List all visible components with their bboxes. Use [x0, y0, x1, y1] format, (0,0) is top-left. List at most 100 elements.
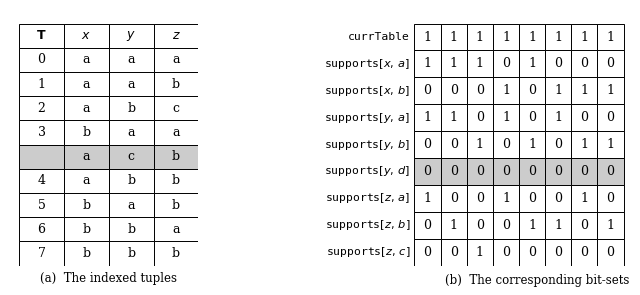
- Text: 0: 0: [528, 245, 536, 258]
- Bar: [64, 169, 109, 193]
- Text: 1: 1: [554, 111, 562, 124]
- Text: 5: 5: [38, 199, 45, 212]
- Bar: [64, 145, 109, 169]
- Bar: [109, 120, 154, 145]
- Text: 0: 0: [502, 58, 510, 71]
- Bar: [19, 24, 64, 48]
- Bar: [64, 24, 109, 48]
- Text: 7: 7: [38, 247, 45, 260]
- Bar: [597, 158, 623, 185]
- Bar: [519, 77, 545, 104]
- Bar: [467, 24, 493, 50]
- Text: 1: 1: [38, 78, 45, 91]
- Bar: [493, 24, 519, 50]
- Text: $\mathtt{supports}[y,\,a]$: $\mathtt{supports}[y,\,a]$: [324, 111, 410, 125]
- Text: 1: 1: [502, 192, 510, 205]
- Text: 0: 0: [607, 165, 614, 178]
- Bar: [519, 212, 545, 239]
- Text: $\mathtt{supports}[z,\,b]$: $\mathtt{supports}[z,\,b]$: [324, 218, 410, 232]
- Text: 1: 1: [580, 31, 588, 44]
- Bar: [440, 239, 467, 266]
- Bar: [467, 131, 493, 158]
- Text: $\mathbf{T}$: $\mathbf{T}$: [36, 29, 47, 42]
- Bar: [572, 131, 597, 158]
- Text: 0: 0: [528, 111, 536, 124]
- Bar: [415, 24, 440, 50]
- Text: 1: 1: [424, 192, 431, 205]
- Text: b: b: [172, 247, 180, 260]
- Bar: [545, 50, 572, 77]
- Bar: [572, 77, 597, 104]
- Text: 1: 1: [450, 219, 458, 232]
- Bar: [415, 50, 440, 77]
- Text: $\mathtt{supports}[x,\,a]$: $\mathtt{supports}[x,\,a]$: [324, 57, 410, 71]
- Bar: [545, 24, 572, 50]
- Bar: [415, 131, 440, 158]
- Bar: [19, 145, 64, 169]
- Bar: [545, 239, 572, 266]
- Text: 1: 1: [476, 58, 484, 71]
- Text: 6: 6: [38, 223, 45, 236]
- Bar: [519, 50, 545, 77]
- Text: 0: 0: [424, 165, 431, 178]
- Bar: [154, 96, 198, 120]
- Bar: [19, 241, 64, 266]
- Text: 0: 0: [607, 192, 614, 205]
- Text: a: a: [172, 53, 180, 66]
- Text: 0: 0: [450, 192, 458, 205]
- Text: 0: 0: [476, 219, 484, 232]
- Bar: [109, 145, 154, 169]
- Bar: [545, 185, 572, 212]
- Bar: [519, 158, 545, 185]
- Text: 0: 0: [476, 192, 484, 205]
- Text: b: b: [83, 199, 90, 212]
- Bar: [109, 48, 154, 72]
- Bar: [64, 217, 109, 241]
- Text: 0: 0: [554, 138, 562, 151]
- Text: 1: 1: [502, 111, 510, 124]
- Bar: [597, 239, 623, 266]
- Text: 1: 1: [450, 58, 458, 71]
- Text: 0: 0: [580, 245, 588, 258]
- Bar: [64, 48, 109, 72]
- Bar: [154, 145, 198, 169]
- Bar: [572, 239, 597, 266]
- Bar: [19, 48, 64, 72]
- Text: 4: 4: [38, 174, 45, 187]
- Bar: [493, 212, 519, 239]
- Bar: [415, 158, 440, 185]
- Text: 0: 0: [424, 245, 431, 258]
- Text: 0: 0: [502, 165, 510, 178]
- Text: 1: 1: [607, 219, 614, 232]
- Text: a: a: [127, 126, 135, 139]
- Text: 0: 0: [607, 245, 614, 258]
- Bar: [545, 104, 572, 131]
- Text: 0: 0: [528, 84, 536, 97]
- Bar: [467, 50, 493, 77]
- Text: 0: 0: [450, 138, 458, 151]
- Bar: [19, 193, 64, 217]
- Bar: [545, 131, 572, 158]
- Text: 0: 0: [554, 192, 562, 205]
- Bar: [154, 24, 198, 48]
- Text: $y$: $y$: [126, 29, 136, 43]
- Bar: [19, 120, 64, 145]
- Text: $\mathtt{supports}[z,\,a]$: $\mathtt{supports}[z,\,a]$: [325, 191, 410, 205]
- Bar: [64, 193, 109, 217]
- Text: $\mathtt{supports}[x,\,b]$: $\mathtt{supports}[x,\,b]$: [324, 84, 410, 98]
- Text: 1: 1: [528, 138, 536, 151]
- Bar: [440, 158, 467, 185]
- Bar: [19, 169, 64, 193]
- Text: b: b: [172, 78, 180, 91]
- Text: 1: 1: [476, 245, 484, 258]
- Bar: [440, 50, 467, 77]
- Bar: [109, 241, 154, 266]
- Text: 0: 0: [424, 84, 431, 97]
- Bar: [493, 131, 519, 158]
- Text: 1: 1: [476, 138, 484, 151]
- Text: 0: 0: [502, 138, 510, 151]
- Bar: [64, 72, 109, 96]
- Bar: [519, 104, 545, 131]
- Bar: [109, 96, 154, 120]
- Text: 0: 0: [607, 111, 614, 124]
